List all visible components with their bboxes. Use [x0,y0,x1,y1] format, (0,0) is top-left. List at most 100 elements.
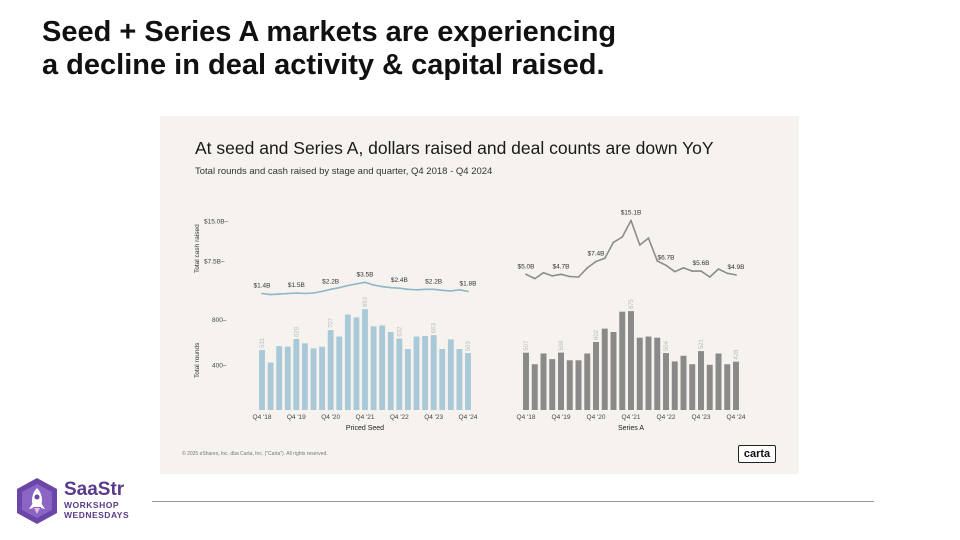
line-point-seed [338,286,341,289]
chart-subtitle: Total rounds and cash raised by stage an… [195,166,493,177]
line-point-seed [355,283,358,285]
line-point-series-a [665,264,667,267]
line-point-series-a [621,236,624,238]
line-data-label-series-a: $5.0B [518,263,535,270]
line-point-seed [261,292,263,295]
line-point-seed [269,293,272,296]
saastr-logo: SaaStr WORKSHOP WEDNESDAYS [14,476,134,528]
line-data-label-seed: $3.5B [357,271,374,278]
line-point-series-a [525,273,527,276]
x-tick-label-series-a: Q4 '24 [727,414,746,421]
line-point-series-a [612,241,615,244]
bar-series-a [724,364,731,410]
bar-value-label-series-a: 602 [594,329,600,340]
bar-series-a [689,364,696,410]
x-tick-label-seed: Q4 '21 [356,414,375,421]
line-data-label-seed: $1.8B [460,280,477,287]
line-data-label-series-a: $15.1B [621,209,642,216]
carta-logo: carta [738,445,776,463]
x-tick-label-series-a: Q4 '23 [692,414,711,421]
line-point-series-a [700,270,702,273]
y-tick-label-cash: $7.5B– [204,259,225,266]
bar-series-a [636,337,643,410]
chart-canvas: $15.0B– $7.5B– 800– 400– Total cash raised To… [194,209,746,432]
y-tick-label-cash: $15.0B– [204,219,229,226]
x-tick-label-seed: Q4 '19 [287,414,306,421]
bar-series-a [549,359,556,410]
bar-value-label-series-a: 508 [559,340,565,351]
line-point-seed [346,284,349,287]
bar-series-a [584,353,591,410]
bar-series-a [610,332,617,410]
bar-seed [353,317,360,410]
bar-value-label-series-a: 428 [734,349,740,360]
bar-seed [284,346,291,410]
line-point-seed [389,286,392,289]
line-point-series-a [735,273,737,276]
bar-series-a [733,361,739,410]
chart-figure: $15.0B– $7.5B– 800– 400– Total cash raised To… [160,116,799,474]
bar-seed [430,335,437,410]
line-point-series-a [551,275,554,277]
bar-value-label-series-a: 875 [629,298,635,309]
line-point-series-a [533,277,536,280]
bar-seed [370,326,377,410]
bar-series-a [706,364,713,410]
line-point-series-a [691,270,694,273]
y-axis-label-cash: Total cash raised [194,224,201,273]
line-data-label-series-a: $6.7B [658,254,675,261]
line-data-label-series-a: $5.6B [693,260,710,267]
line-point-seed [286,292,289,295]
line-point-seed [381,285,384,288]
x-tick-label-series-a: Q4 '22 [657,414,676,421]
line-point-series-a [595,260,597,263]
x-tick-label-series-a: Q4 '18 [517,414,536,421]
bar-value-label-seed: 531 [260,337,266,348]
footer-divider [152,501,874,502]
line-point-series-a [577,276,580,278]
bar-series-a [715,353,722,410]
bar-seed [259,349,265,410]
bar-seed [404,348,411,410]
bar-series-a [628,311,634,410]
line-point-seed [321,290,323,293]
bar-series-a [531,364,538,410]
bar-series-a [671,361,678,410]
bar-seed [310,348,317,410]
line-point-series-a [630,219,632,222]
x-tick-label-seed: Q4 '22 [390,414,409,421]
x-tick-label-seed: Q4 '18 [253,414,272,421]
bar-seed [422,335,429,410]
x-tick-label-seed: Q4 '20 [321,414,340,421]
line-point-seed [458,288,461,291]
chart-title: At seed and Series A, dollars raised and… [195,138,714,158]
bar-seed [336,336,343,410]
line-data-label-series-a: $4.9B [728,264,745,271]
bar-seed [327,330,334,410]
bar-series-a [575,360,582,410]
bar-seed [276,346,283,410]
line-point-seed [312,292,315,294]
bar-value-label-seed: 663 [432,322,438,333]
bar-seed [319,346,326,410]
bar-seed [439,348,446,410]
y-tick-label-rounds: 400– [212,362,227,369]
line-point-seed [424,288,426,291]
line-point-seed [441,289,444,292]
x-tick-label-series-a: Q4 '20 [587,414,606,421]
line-point-series-a [656,260,659,262]
saastr-subtitle-2: WEDNESDAYS [64,510,130,520]
line-point-seed [278,293,281,295]
line-point-seed [372,284,375,286]
line-point-series-a [726,272,729,275]
bar-seed [362,309,368,410]
x-tick-label-seed: Q4 '23 [424,414,443,421]
x-tick-label-seed: Q4 '24 [459,414,478,421]
bar-value-label-series-a: 507 [524,340,530,351]
bar-series-a [558,352,564,410]
line-data-label-series-a: $7.4B [588,251,605,258]
line-point-seed [449,289,452,292]
bar-value-label-series-a: 521 [699,338,705,349]
headline-line-2: a decline in deal activity & capital rai… [42,49,605,81]
bar-seed [301,343,308,410]
